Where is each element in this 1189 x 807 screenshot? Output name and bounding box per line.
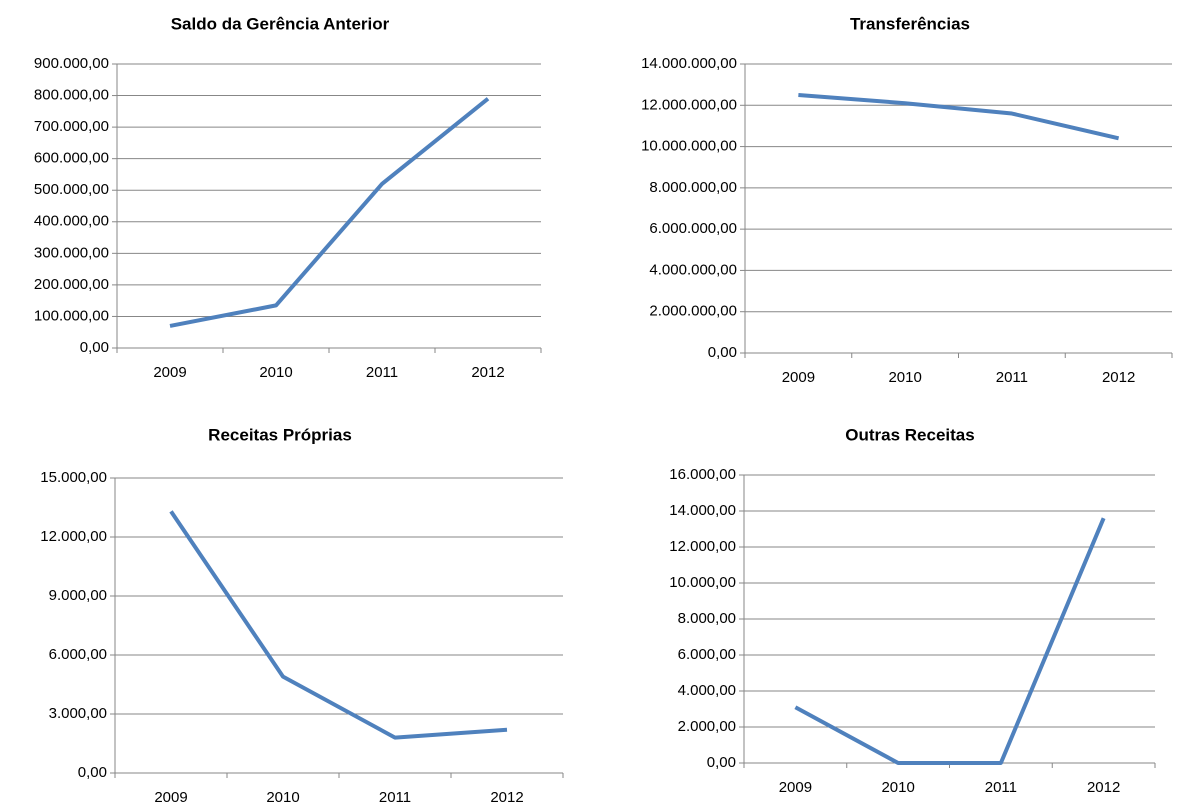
y-tick-label: 12.000.000,00 bbox=[641, 96, 737, 113]
x-tick-label: 2012 bbox=[1102, 369, 1135, 386]
x-tick-label: 2010 bbox=[259, 364, 292, 381]
data-line bbox=[798, 92, 1120, 141]
x-tick-label: 2009 bbox=[153, 364, 186, 381]
y-tick-label: 6.000,00 bbox=[49, 646, 107, 663]
y-tick-label: 12.000,00 bbox=[669, 538, 736, 555]
x-tick-label: 2012 bbox=[471, 364, 504, 381]
y-tick-label: 14.000.000,00 bbox=[641, 55, 737, 72]
x-tick-label: 2011 bbox=[996, 369, 1028, 386]
chart-title: Saldo da Gerência Anterior bbox=[171, 14, 390, 33]
y-tick-label: 14.000,00 bbox=[669, 502, 736, 519]
x-tick-label: 2010 bbox=[888, 369, 921, 386]
data-line bbox=[169, 510, 508, 740]
chart-title: Outras Receitas bbox=[845, 425, 974, 444]
y-tick-label: 0,00 bbox=[78, 764, 107, 781]
y-tick-label: 500.000,00 bbox=[34, 181, 109, 198]
y-tick-label: 9.000,00 bbox=[49, 587, 107, 604]
y-tick-label: 0,00 bbox=[707, 754, 736, 771]
y-tick-label: 2.000,00 bbox=[678, 718, 736, 735]
y-tick-label: 4.000,00 bbox=[678, 682, 736, 699]
x-tick-label: 2012 bbox=[1087, 779, 1120, 796]
y-tick-label: 6.000,00 bbox=[678, 646, 736, 663]
y-tick-label: 16.000,00 bbox=[669, 466, 736, 483]
y-tick-label: 0,00 bbox=[708, 344, 737, 361]
y-tick-label: 15.000,00 bbox=[40, 469, 107, 486]
y-tick-label: 900.000,00 bbox=[34, 55, 109, 72]
y-tick-label: 4.000.000,00 bbox=[649, 261, 737, 278]
x-tick-label: 2011 bbox=[366, 364, 398, 381]
y-tick-label: 300.000,00 bbox=[34, 244, 109, 261]
chart-title: Transferências bbox=[850, 14, 970, 33]
y-tick-label: 100.000,00 bbox=[34, 307, 109, 324]
data-line bbox=[794, 517, 1106, 765]
y-tick-label: 600.000,00 bbox=[34, 150, 109, 167]
y-tick-label: 8.000.000,00 bbox=[649, 179, 737, 196]
y-tick-label: 6.000.000,00 bbox=[649, 220, 737, 237]
y-tick-label: 2.000.000,00 bbox=[649, 303, 737, 320]
y-tick-label: 10.000,00 bbox=[669, 574, 736, 591]
x-tick-label: 2009 bbox=[154, 789, 187, 806]
data-line bbox=[169, 97, 490, 328]
x-tick-label: 2010 bbox=[881, 779, 914, 796]
y-tick-label: 0,00 bbox=[80, 339, 109, 356]
y-tick-label: 700.000,00 bbox=[34, 118, 109, 135]
y-tick-label: 400.000,00 bbox=[34, 213, 109, 230]
y-tick-label: 3.000,00 bbox=[49, 705, 107, 722]
chart-title: Receitas Próprias bbox=[208, 425, 352, 444]
y-tick-label: 200.000,00 bbox=[34, 276, 109, 293]
x-tick-label: 2009 bbox=[782, 369, 815, 386]
y-tick-label: 8.000,00 bbox=[678, 610, 736, 627]
y-tick-label: 12.000,00 bbox=[40, 528, 107, 545]
x-tick-label: 2011 bbox=[379, 789, 411, 806]
y-tick-label: 10.000.000,00 bbox=[641, 138, 737, 155]
x-tick-label: 2011 bbox=[985, 779, 1017, 796]
x-tick-label: 2012 bbox=[490, 789, 523, 806]
y-tick-label: 800.000,00 bbox=[34, 87, 109, 104]
x-tick-label: 2009 bbox=[779, 779, 812, 796]
x-tick-label: 2010 bbox=[266, 789, 299, 806]
